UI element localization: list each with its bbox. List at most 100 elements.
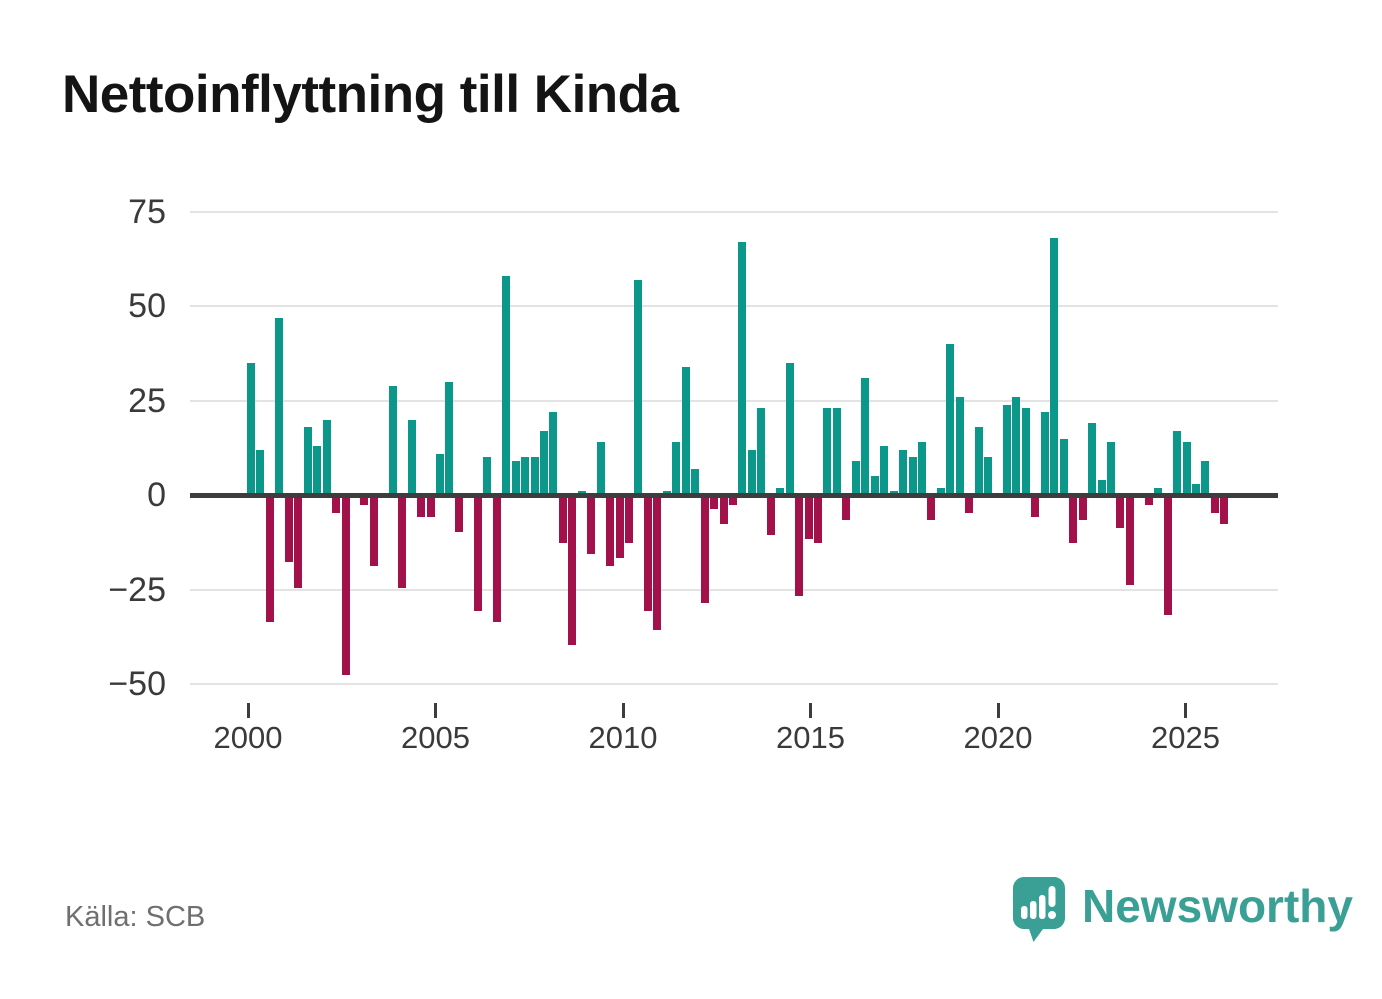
bar [549,412,558,496]
bar [747,449,756,496]
bar [1021,408,1030,496]
bar [313,446,322,496]
y-axis-tick-label: −25 [0,568,178,612]
bar [1144,497,1153,506]
y-axis-tick-text: 25 [128,381,166,420]
bar [625,497,633,543]
bar [681,366,690,496]
x-axis-tick-label: 2010 [588,720,658,755]
bar [558,497,567,543]
bar [1163,497,1172,615]
gridline--25 [190,588,1278,591]
bar [1040,412,1049,496]
bar [851,461,860,496]
bar [521,457,530,496]
bar [785,363,794,496]
bar [369,497,378,566]
bar [1192,483,1200,496]
bar [530,457,539,496]
bar [861,378,870,496]
newsworthy-branding: Newsworthy [1012,876,1353,944]
y-axis-tick-label: 75 [0,190,178,234]
bar [634,279,643,496]
bar [1097,480,1106,496]
bar [322,419,331,496]
x-axis-tick-label: 2020 [963,720,1033,755]
page-title: Nettoinflyttning till Kinda [62,65,679,124]
source-caption: Källa: SCB [65,901,206,933]
zero-baseline [190,492,1278,498]
bar [275,317,284,496]
x-axis-tick-mark [246,703,250,718]
x-axis-tick-mark [434,703,437,718]
bar [587,497,596,555]
bar [417,497,426,517]
bar [568,497,577,645]
bar [776,487,785,496]
bar [1116,497,1125,528]
bar [832,408,841,496]
bar [502,276,511,496]
y-axis-tick-text: 50 [128,287,166,326]
y-axis-tick-label: 25 [0,379,178,423]
bar [1031,497,1040,517]
bar [728,497,737,506]
y-axis-tick-text: 0 [147,476,166,515]
bar [823,408,832,496]
bar [1050,238,1059,496]
bar [332,497,341,513]
bar [1182,442,1191,496]
bar [899,449,908,496]
bar [880,446,889,496]
bar [1003,404,1011,496]
bar [1125,497,1134,585]
bar [1012,397,1021,496]
gridline-50 [190,305,1278,308]
bar [294,497,303,589]
bar [1069,497,1078,543]
bar [360,497,369,506]
x-axis-tick-label: 2005 [401,720,470,755]
bar [445,381,454,496]
bar [795,497,804,596]
bar [1059,438,1068,496]
bar [1201,461,1210,496]
bar [955,397,964,496]
bar [1220,497,1229,525]
x-axis-tick-label: 2000 [213,720,283,755]
bar [710,497,719,509]
y-axis-tick-text: −50 [108,665,166,703]
gridline-25 [190,399,1278,402]
bar [1210,497,1219,513]
bar [984,457,993,496]
bar [426,497,435,517]
x-axis-tick-label: 2025 [1151,720,1220,755]
bar [1078,497,1087,521]
bar [1154,487,1163,496]
bar [691,468,700,496]
bar [757,408,766,496]
y-axis-tick-label: 50 [0,284,178,328]
bar [946,344,955,496]
bar [643,497,652,611]
bar [719,497,728,525]
bar [265,497,274,623]
bar [766,497,775,536]
bar [511,461,520,496]
y-axis-tick-label: 0 [0,473,178,517]
bar [436,453,444,496]
bar [965,497,974,513]
x-axis-tick-mark [809,703,812,718]
newsworthy-wordmark: Newsworthy [1082,880,1353,932]
bar [407,419,416,496]
bar [936,487,945,496]
y-axis-tick-label: −50 [0,662,178,706]
bar [804,497,813,540]
bar [473,497,482,611]
bar [842,497,851,521]
x-axis-tick-mark [621,703,625,718]
bar [284,497,293,562]
bar [974,427,983,496]
bar [908,457,917,496]
bar [1173,431,1182,496]
